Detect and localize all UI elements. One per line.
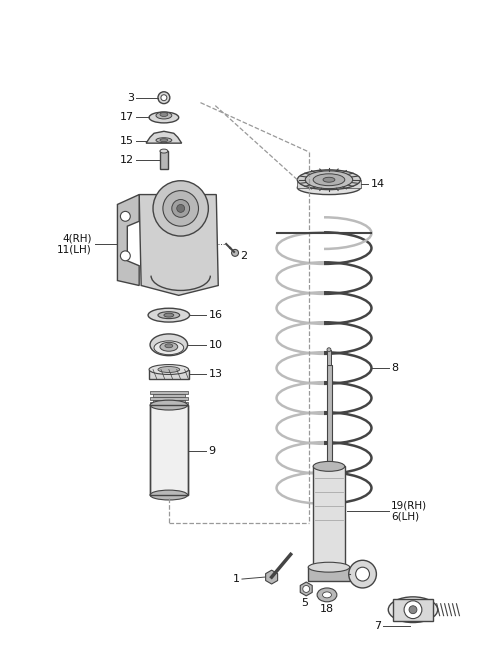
Ellipse shape bbox=[160, 342, 178, 351]
Ellipse shape bbox=[156, 138, 172, 142]
Bar bbox=[150, 402, 188, 405]
Ellipse shape bbox=[160, 138, 168, 142]
Text: 12: 12 bbox=[120, 155, 134, 165]
Bar bbox=[297, 180, 360, 188]
Bar bbox=[327, 365, 332, 466]
Ellipse shape bbox=[160, 113, 168, 117]
Text: 3: 3 bbox=[127, 92, 134, 103]
Ellipse shape bbox=[150, 334, 188, 356]
Bar bbox=[313, 466, 345, 567]
Ellipse shape bbox=[327, 348, 331, 352]
Polygon shape bbox=[118, 195, 139, 285]
Ellipse shape bbox=[297, 180, 360, 195]
Ellipse shape bbox=[323, 592, 331, 598]
Ellipse shape bbox=[148, 308, 190, 322]
Circle shape bbox=[120, 251, 130, 261]
Ellipse shape bbox=[165, 344, 173, 348]
Text: 7: 7 bbox=[374, 621, 381, 630]
Polygon shape bbox=[265, 570, 277, 584]
Circle shape bbox=[349, 560, 376, 588]
Text: 4(RH)
11(LH): 4(RH) 11(LH) bbox=[57, 233, 92, 255]
Text: 17: 17 bbox=[120, 112, 134, 123]
Ellipse shape bbox=[313, 174, 345, 186]
Ellipse shape bbox=[150, 400, 188, 410]
Text: 14: 14 bbox=[371, 178, 384, 189]
Bar bbox=[308, 567, 350, 581]
Ellipse shape bbox=[154, 341, 184, 355]
Circle shape bbox=[172, 199, 190, 217]
Circle shape bbox=[409, 605, 417, 613]
Text: 9: 9 bbox=[208, 445, 216, 455]
Ellipse shape bbox=[149, 365, 189, 375]
Ellipse shape bbox=[305, 171, 353, 189]
Ellipse shape bbox=[317, 588, 337, 602]
Ellipse shape bbox=[160, 149, 168, 153]
Bar bbox=[153, 400, 185, 402]
Text: 5: 5 bbox=[301, 598, 308, 607]
Circle shape bbox=[356, 567, 370, 581]
Text: 1: 1 bbox=[233, 574, 240, 584]
Ellipse shape bbox=[164, 313, 174, 317]
Ellipse shape bbox=[388, 597, 438, 623]
Text: 8: 8 bbox=[391, 363, 398, 373]
Text: 13: 13 bbox=[208, 369, 222, 379]
Ellipse shape bbox=[308, 562, 350, 572]
Text: 2: 2 bbox=[240, 251, 247, 261]
Ellipse shape bbox=[158, 312, 180, 319]
Circle shape bbox=[120, 211, 130, 221]
Text: 15: 15 bbox=[120, 136, 134, 146]
Circle shape bbox=[303, 586, 310, 592]
Circle shape bbox=[153, 180, 208, 236]
Polygon shape bbox=[146, 131, 182, 143]
Circle shape bbox=[231, 249, 239, 256]
Text: 18: 18 bbox=[320, 604, 334, 614]
Bar bbox=[150, 397, 188, 400]
Ellipse shape bbox=[297, 170, 360, 190]
Polygon shape bbox=[139, 195, 218, 295]
Bar bbox=[150, 405, 188, 495]
Ellipse shape bbox=[158, 367, 180, 373]
Text: 19(RH)
6(LH): 19(RH) 6(LH) bbox=[391, 500, 427, 522]
Ellipse shape bbox=[156, 112, 172, 119]
Ellipse shape bbox=[150, 490, 188, 500]
Bar bbox=[160, 151, 168, 169]
Bar bbox=[150, 391, 188, 394]
Circle shape bbox=[404, 601, 422, 619]
Circle shape bbox=[161, 94, 167, 100]
Text: 16: 16 bbox=[208, 310, 222, 320]
Bar bbox=[153, 394, 185, 397]
Ellipse shape bbox=[313, 461, 345, 471]
Circle shape bbox=[158, 92, 170, 104]
Text: 10: 10 bbox=[208, 340, 222, 350]
Circle shape bbox=[177, 205, 185, 213]
Bar bbox=[393, 599, 433, 621]
Ellipse shape bbox=[149, 112, 179, 123]
Bar bbox=[327, 350, 331, 365]
Polygon shape bbox=[300, 582, 312, 596]
Ellipse shape bbox=[323, 177, 335, 182]
Circle shape bbox=[163, 191, 199, 226]
Polygon shape bbox=[149, 369, 189, 379]
